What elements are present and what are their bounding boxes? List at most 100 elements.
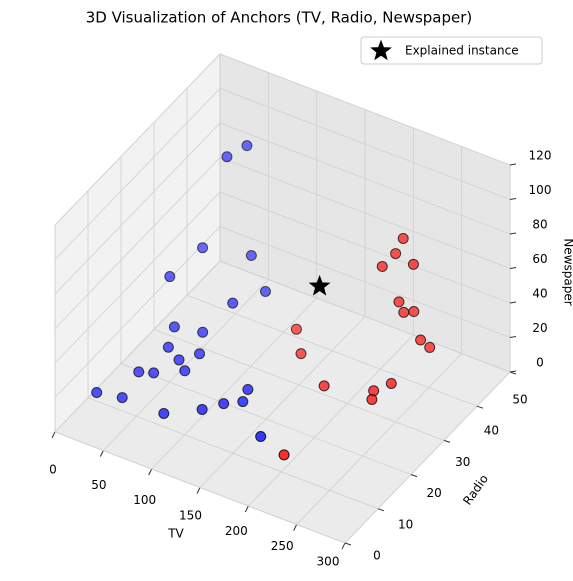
tick-mark bbox=[293, 524, 298, 531]
tick-mark bbox=[509, 232, 517, 235]
grid-line bbox=[120, 363, 412, 475]
grid-line bbox=[54, 122, 221, 295]
point bbox=[295, 348, 307, 360]
grid-line bbox=[186, 294, 478, 407]
z-tick-label: 40 bbox=[532, 287, 547, 301]
point bbox=[221, 151, 233, 163]
y-tick-label: 30 bbox=[455, 455, 470, 469]
z-tick-label: 80 bbox=[532, 218, 547, 232]
point bbox=[278, 449, 290, 461]
point bbox=[415, 334, 427, 346]
point bbox=[385, 378, 397, 390]
tick-mark bbox=[196, 487, 201, 494]
point bbox=[366, 393, 378, 405]
point bbox=[290, 323, 302, 335]
y-tick-label: 0 bbox=[373, 549, 381, 563]
tick-mark bbox=[509, 370, 517, 373]
grid-line bbox=[219, 226, 511, 338]
grid-line bbox=[103, 279, 269, 451]
panes bbox=[54, 52, 511, 544]
point bbox=[168, 321, 180, 333]
point bbox=[259, 285, 271, 297]
x-axis-label: TV bbox=[167, 527, 184, 541]
point bbox=[390, 248, 402, 260]
x-tick-label: 300 bbox=[317, 555, 340, 569]
grid-line bbox=[54, 53, 221, 226]
grid-line bbox=[54, 191, 221, 364]
tick-mark bbox=[99, 450, 104, 457]
star-point bbox=[308, 274, 331, 296]
y-tick-label: 40 bbox=[484, 424, 499, 438]
z-tick-label: 100 bbox=[529, 183, 552, 197]
point bbox=[116, 392, 128, 404]
tick-mark bbox=[476, 405, 484, 409]
point bbox=[162, 341, 174, 353]
tick-mark bbox=[341, 542, 346, 550]
grid-line bbox=[344, 371, 511, 544]
point bbox=[407, 258, 419, 270]
x-tick-label: 50 bbox=[91, 478, 106, 492]
point bbox=[242, 383, 254, 395]
x-tick-label: 250 bbox=[271, 539, 294, 553]
legend-label: Explained instance bbox=[405, 44, 519, 58]
tick-mark bbox=[509, 301, 517, 304]
point bbox=[197, 326, 209, 338]
point bbox=[398, 306, 410, 318]
grid-line bbox=[87, 397, 379, 510]
grid bbox=[51, 53, 517, 550]
tick-mark bbox=[509, 163, 517, 166]
point bbox=[196, 403, 208, 415]
y-tick-label: 20 bbox=[427, 486, 442, 500]
grid-line bbox=[248, 334, 414, 507]
point bbox=[158, 408, 170, 420]
grid-line bbox=[54, 226, 221, 398]
point bbox=[393, 296, 405, 308]
grid-line bbox=[219, 260, 511, 373]
grid-line bbox=[219, 122, 511, 235]
point bbox=[255, 431, 267, 443]
tick-mark bbox=[344, 542, 352, 546]
y-tick-label: 50 bbox=[512, 393, 527, 407]
grid-line bbox=[219, 53, 511, 166]
x-tick-label: 150 bbox=[179, 509, 202, 523]
z-tick-label: 20 bbox=[532, 321, 547, 335]
tick-mark bbox=[509, 336, 517, 338]
point bbox=[91, 387, 103, 399]
point bbox=[218, 398, 230, 410]
point bbox=[194, 348, 206, 360]
grid-line bbox=[54, 157, 221, 329]
legend-box bbox=[360, 36, 543, 65]
grid-line bbox=[219, 191, 511, 304]
point bbox=[245, 250, 257, 262]
x-tick-label: 100 bbox=[133, 493, 156, 507]
point bbox=[164, 271, 176, 283]
tick-mark bbox=[509, 198, 517, 200]
point bbox=[241, 140, 253, 152]
point bbox=[397, 232, 409, 244]
point bbox=[148, 367, 160, 379]
z-tick-label: 0 bbox=[536, 356, 544, 370]
y-axis-label: Radio bbox=[460, 472, 491, 508]
point bbox=[408, 306, 420, 318]
y-tick-label: 10 bbox=[398, 517, 413, 531]
z-tick-label: 120 bbox=[529, 149, 552, 163]
point bbox=[173, 354, 185, 366]
tick-mark bbox=[443, 439, 451, 443]
point bbox=[424, 341, 436, 353]
point bbox=[197, 242, 209, 254]
grid-line bbox=[219, 157, 511, 269]
grid-line bbox=[153, 329, 445, 441]
point bbox=[318, 380, 330, 392]
tick-mark bbox=[410, 474, 418, 478]
legend: Explained instance bbox=[360, 36, 543, 65]
z-tick-label: 60 bbox=[532, 252, 547, 266]
grid-line bbox=[54, 260, 221, 433]
legend-marker bbox=[370, 39, 392, 61]
point bbox=[227, 297, 239, 309]
grid-line bbox=[199, 316, 366, 488]
x-tick-label: 200 bbox=[225, 524, 248, 538]
point bbox=[133, 366, 145, 378]
grid-line bbox=[54, 431, 346, 544]
point bbox=[179, 365, 191, 377]
